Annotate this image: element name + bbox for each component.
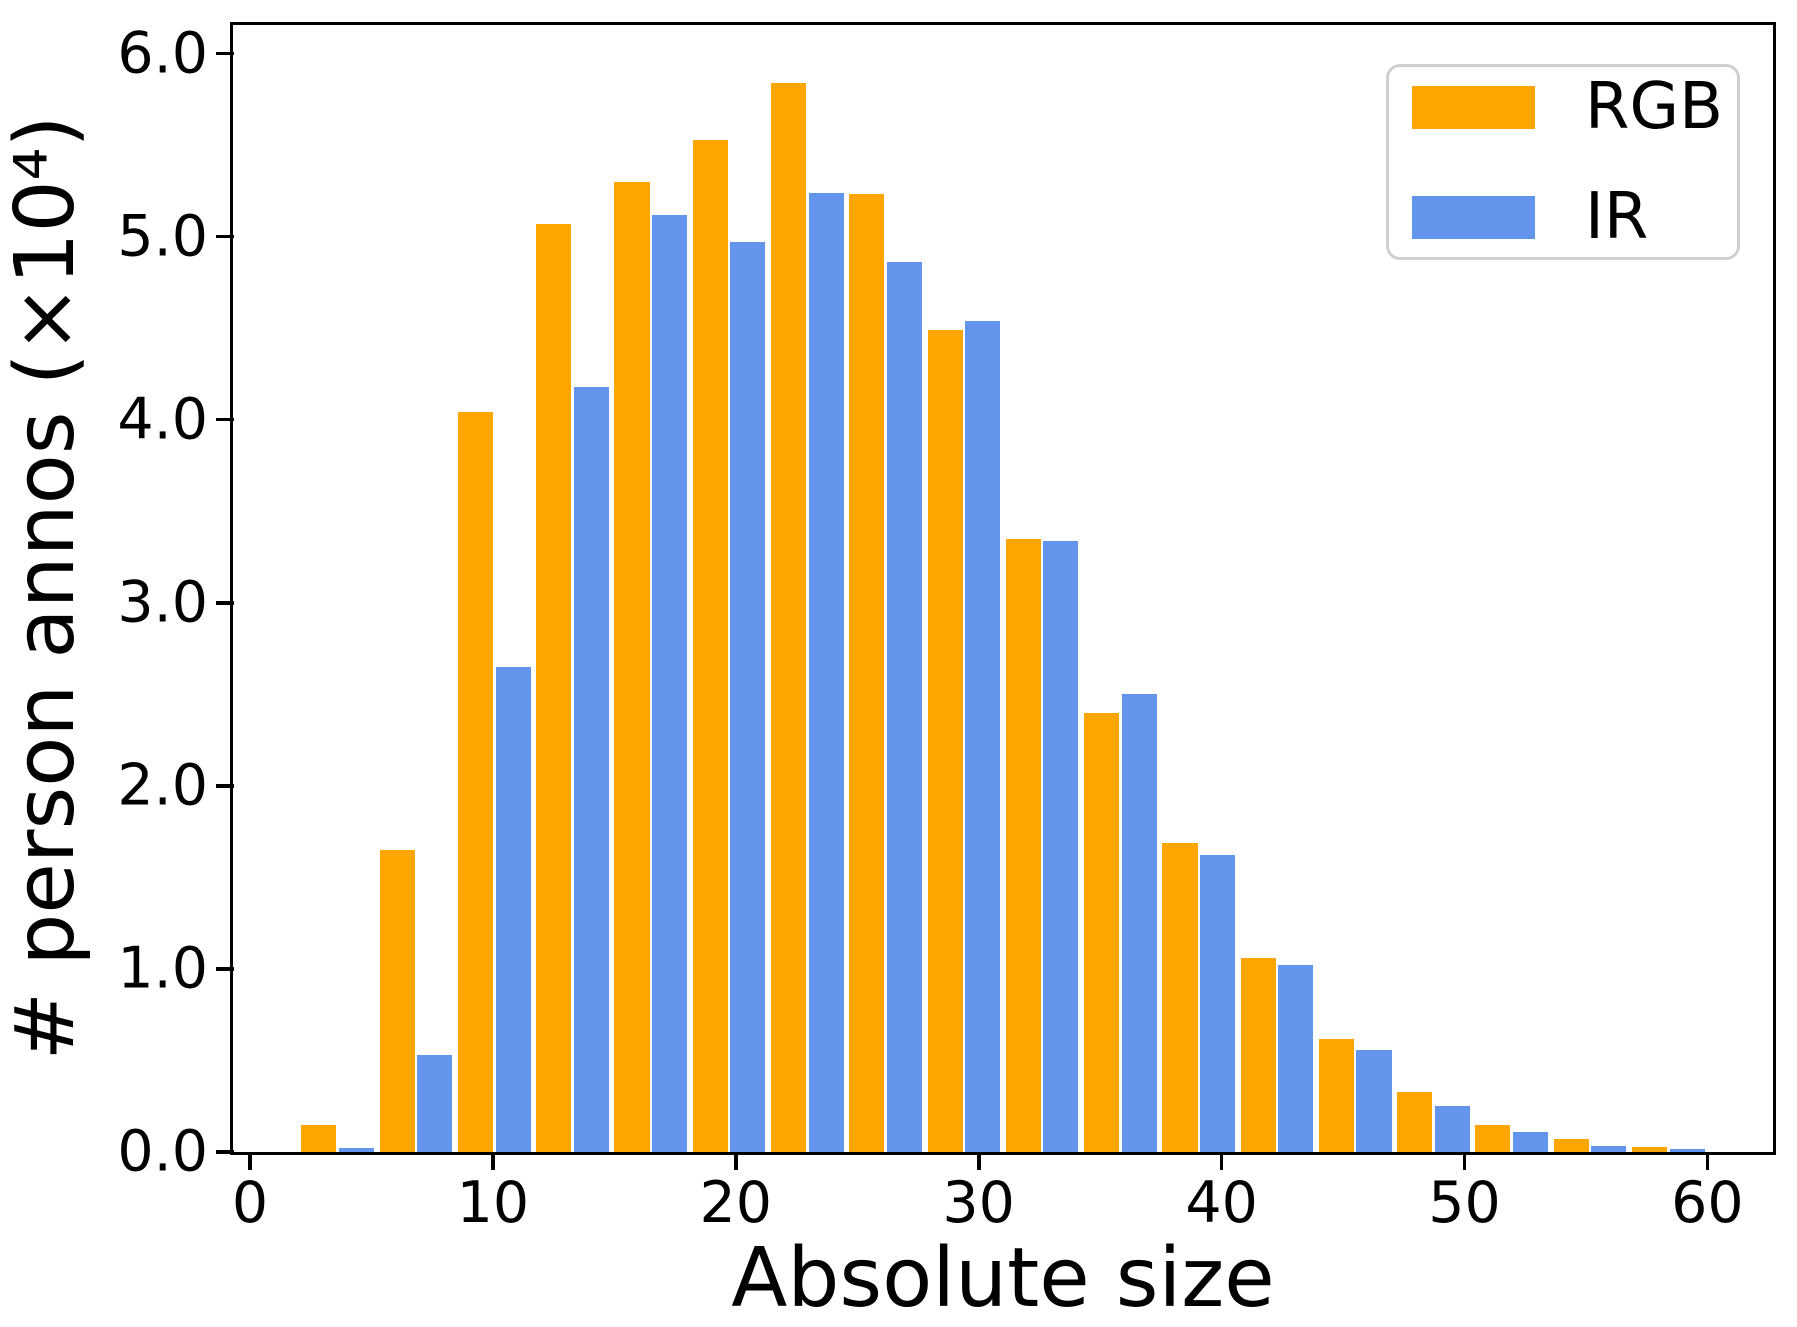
bar-rgb [379,849,415,1152]
bar-rgb [1631,1146,1668,1152]
bar-rgb [927,329,963,1152]
y-tick-label: 6.0 [117,20,208,86]
y-tick-label: 5.0 [117,203,208,270]
y-tick-mark [216,1150,234,1154]
bar-rgb [536,223,572,1152]
x-tick-label: 50 [1428,1170,1501,1236]
legend-label-ir: IR [1585,180,1649,254]
x-tick-mark [491,1152,495,1170]
y-tick-mark [216,51,234,56]
bar-ir [808,192,844,1152]
x-tick-label: 30 [942,1170,1015,1236]
bar-rgb [692,139,728,1152]
x-tick-mark [248,1152,252,1170]
bar-rgb [1553,1139,1589,1152]
bar-ir [1669,1149,1705,1152]
legend-item-rgb: RGB [1412,75,1737,139]
bar-rgb [458,412,494,1152]
plot-frame [230,22,1776,1155]
x-tick-mark [1219,1152,1224,1170]
bar-ir [965,320,1001,1152]
legend-swatch-rgb [1412,85,1535,129]
y-tick-label: 0.0 [117,1118,208,1185]
bar-ir [652,214,688,1152]
x-tick-mark [1705,1152,1710,1170]
bar-rgb [301,1124,337,1152]
y-tick-label: 4.0 [117,386,208,453]
bar-rgb [1005,538,1041,1152]
x-tick-label: 40 [1185,1170,1258,1236]
bar-ir [886,262,923,1152]
bar-ir [417,1055,453,1152]
bar-ir [1434,1106,1470,1152]
y-tick-mark [216,234,234,239]
x-tick-mark [1462,1152,1467,1170]
bar-ir [1043,540,1079,1152]
bar-rgb [1397,1091,1433,1152]
y-tick-mark [216,417,234,422]
bar-ir [1200,855,1236,1152]
x-tick-label: 10 [456,1170,530,1236]
bar-ir [495,666,531,1152]
y-tick-label: 1.0 [117,935,208,1002]
bar-rgb [614,181,650,1152]
y-tick-label: 3.0 [117,569,208,636]
bar-rgb [1318,1038,1354,1152]
x-tick-label: 60 [1671,1170,1744,1236]
bar-ir [1356,1049,1392,1152]
x-tick-label: 20 [699,1170,773,1236]
bar-ir [1512,1131,1549,1152]
bar-rgb [770,82,806,1152]
bar-ir [338,1148,375,1152]
y-tick-label: 2.0 [117,752,208,819]
y-tick-mark [216,967,234,971]
legend-label-rgb: RGB [1585,70,1723,144]
y-tick-mark [216,601,234,605]
bar-ir [573,386,609,1152]
bar-rgb [1240,957,1276,1152]
bar-ir [1591,1145,1627,1152]
legend-item-ir: IR [1412,185,1737,249]
bar-ir [1278,965,1314,1152]
bar-rgb [1475,1124,1511,1152]
bar-rgb [849,194,885,1152]
bar-rgb [1083,712,1120,1152]
x-axis-label: Absolute size [731,1231,1275,1326]
bar-ir [1121,694,1157,1152]
bar-ir [730,242,766,1152]
legend-swatch-ir [1412,195,1535,239]
legend: RGB IR [1386,64,1740,260]
x-tick-mark [734,1152,738,1170]
x-tick-label: 0 [231,1170,269,1236]
x-tick-mark [977,1152,981,1170]
y-tick-mark [216,784,234,788]
bar-rgb [1162,842,1198,1152]
plot-area [234,26,1773,1152]
